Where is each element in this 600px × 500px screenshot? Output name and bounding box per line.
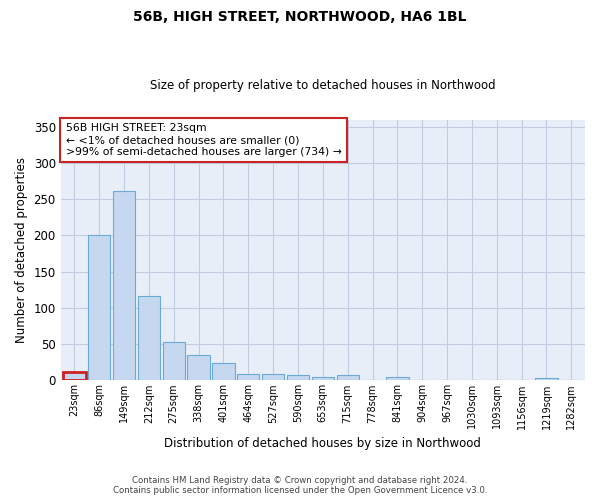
- Bar: [88, 236, 110, 380]
- Bar: [113, 190, 135, 380]
- Text: 56B HIGH STREET: 23sqm
← <1% of detached houses are smaller (0)
>99% of semi-det: 56B HIGH STREET: 23sqm ← <1% of detached…: [66, 124, 342, 156]
- Bar: [386, 378, 409, 380]
- Text: 56B, HIGH STREET, NORTHWOOD, HA6 1BL: 56B, HIGH STREET, NORTHWOOD, HA6 1BL: [133, 10, 467, 24]
- Bar: [535, 378, 557, 380]
- Title: Size of property relative to detached houses in Northwood: Size of property relative to detached ho…: [150, 79, 496, 92]
- Text: Contains HM Land Registry data © Crown copyright and database right 2024.
Contai: Contains HM Land Registry data © Crown c…: [113, 476, 487, 495]
- Bar: [237, 374, 259, 380]
- Bar: [337, 374, 359, 380]
- Bar: [311, 377, 334, 380]
- Y-axis label: Number of detached properties: Number of detached properties: [15, 157, 28, 343]
- Bar: [163, 342, 185, 380]
- Bar: [138, 296, 160, 380]
- Bar: [63, 372, 86, 380]
- Bar: [287, 376, 309, 380]
- Bar: [212, 363, 235, 380]
- Bar: [262, 374, 284, 380]
- Bar: [187, 355, 210, 380]
- X-axis label: Distribution of detached houses by size in Northwood: Distribution of detached houses by size …: [164, 437, 481, 450]
